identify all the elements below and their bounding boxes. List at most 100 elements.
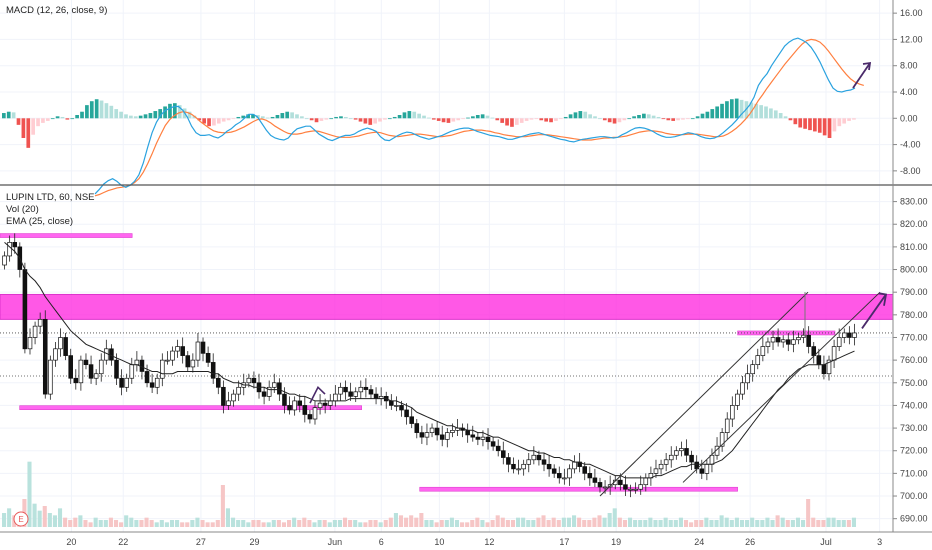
macd-hist-bar xyxy=(133,116,138,119)
volume-bar xyxy=(510,520,516,527)
candle-body xyxy=(679,448,684,452)
candle-body xyxy=(765,341,771,347)
volume-bar xyxy=(241,520,246,527)
candle-body xyxy=(277,382,282,395)
candle-body xyxy=(246,377,252,384)
macd-hist-bar xyxy=(383,118,387,120)
macd-hist-bar xyxy=(451,118,456,122)
macd-hist-bar xyxy=(656,116,661,119)
volume-bar xyxy=(378,522,383,527)
candle-body xyxy=(582,466,588,474)
candle-body xyxy=(740,382,745,395)
macd-hist-bar xyxy=(617,118,622,123)
macd-hist-bar xyxy=(827,118,832,138)
price-y-tick-label: 750.00 xyxy=(900,378,928,388)
macd-hist-bar xyxy=(202,118,206,124)
candle-body xyxy=(292,400,297,411)
macd-hist-bar xyxy=(280,113,285,119)
macd-hist-bar xyxy=(505,118,509,126)
macd-y-tick-label: 0.00 xyxy=(900,113,918,123)
volume-bar xyxy=(612,508,617,527)
volume-bar xyxy=(704,517,709,527)
volume-bar xyxy=(266,522,271,527)
macd-hist-bar xyxy=(686,118,690,120)
volume-bar xyxy=(485,522,490,527)
candle-body xyxy=(450,429,455,433)
earnings-marker-letter: E xyxy=(18,515,23,524)
macd-hist-bar xyxy=(490,117,495,119)
volume-bar xyxy=(337,520,342,527)
volume-bar xyxy=(37,510,42,527)
earnings-marker-icon[interactable] xyxy=(13,511,29,527)
macd-hist-bar xyxy=(6,111,11,119)
volume-bar xyxy=(190,520,195,527)
candle-body xyxy=(719,432,725,447)
macd-hist-bar xyxy=(260,116,265,119)
volume-bar xyxy=(68,520,73,527)
macd-hist-bar xyxy=(348,118,353,120)
volume-bars xyxy=(2,461,856,527)
macd-hist-bar xyxy=(26,118,31,148)
candle-body xyxy=(368,389,374,395)
volume-bar xyxy=(113,520,119,527)
candle-body xyxy=(445,432,450,440)
volume-bar xyxy=(526,520,531,527)
macd-hist-bar xyxy=(177,105,182,119)
macd-hist-bar xyxy=(319,118,324,121)
candle-body xyxy=(12,242,18,248)
macd-hist-bar xyxy=(422,115,426,119)
volume-bar xyxy=(719,515,724,527)
volume-bar xyxy=(185,522,190,527)
volume-bar xyxy=(521,517,526,527)
candle-body xyxy=(562,477,567,480)
volume-bar xyxy=(851,517,856,527)
macd-hist-bar xyxy=(89,101,94,119)
candle-body xyxy=(363,386,369,390)
macd-hist-bar xyxy=(817,118,822,133)
volume-bar xyxy=(465,522,470,527)
volume-bar xyxy=(27,461,32,527)
macd-hist-bar xyxy=(666,118,671,121)
volume-bar xyxy=(251,520,256,527)
volume-bar xyxy=(154,522,159,527)
volume-bar xyxy=(42,506,47,527)
macd-hist-bar xyxy=(363,118,368,124)
macd-hist-bar xyxy=(431,118,436,120)
price-y-tick-label: 760.00 xyxy=(900,355,928,365)
candle-body xyxy=(358,386,364,393)
macd-hist-bar xyxy=(378,118,382,122)
macd-hist-bar xyxy=(783,116,788,119)
macd-hist-bar xyxy=(417,113,421,119)
macd-hist-bar xyxy=(275,115,280,119)
x-tick-label: Jun xyxy=(328,537,343,547)
volume-bar xyxy=(210,522,215,527)
macd-hist-bar xyxy=(852,118,856,120)
candle-body xyxy=(826,359,832,375)
volume-bar xyxy=(607,513,612,527)
price-arrow-head xyxy=(878,292,888,306)
candle-body xyxy=(165,359,170,362)
candle-body xyxy=(7,242,12,257)
price-arrow xyxy=(861,293,887,329)
volume-bar xyxy=(78,515,83,527)
volume-legend: Vol (20) xyxy=(6,204,39,215)
volume-bar xyxy=(63,517,68,527)
macd-hist-bar xyxy=(70,118,75,120)
candle-body xyxy=(185,355,191,368)
volume-bar xyxy=(358,522,363,527)
volume-bar xyxy=(144,517,149,527)
macd-hist-bar xyxy=(412,111,417,119)
volume-bar xyxy=(32,503,37,527)
volume-bar xyxy=(180,522,185,527)
candle-body xyxy=(546,463,552,470)
price-candles xyxy=(2,233,857,498)
volume-bar xyxy=(353,520,358,527)
volume-bar xyxy=(302,517,307,527)
volume-bar xyxy=(714,520,719,527)
volume-bar xyxy=(332,520,337,527)
macd-hist-bar xyxy=(65,118,70,120)
candle-body xyxy=(847,332,852,338)
macd-hist-bar xyxy=(124,114,128,119)
